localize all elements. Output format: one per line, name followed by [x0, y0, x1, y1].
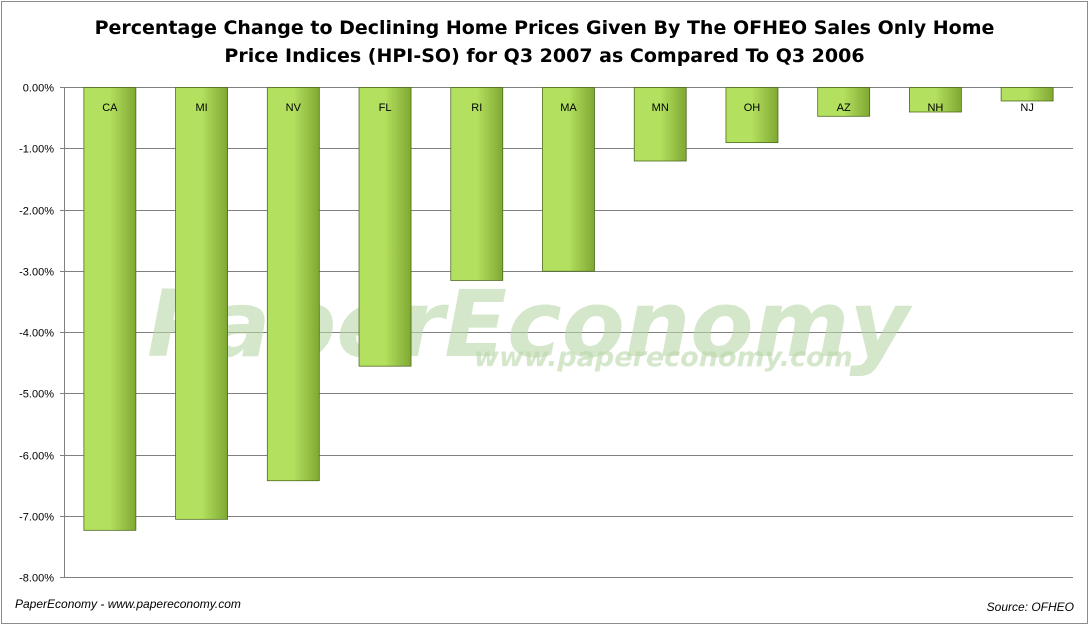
- bar-fl: [358, 87, 412, 367]
- bar-ri: [450, 87, 504, 281]
- bar-az: [817, 87, 871, 117]
- footer-attribution: PaperEconomy - www.papereconomy.com: [15, 597, 241, 611]
- category-label: MA: [560, 102, 577, 114]
- y-axis-ticks: 0.00% -1.00% -2.00% -3.00% -4.00% -5.00% -6.00…: [19, 83, 64, 585]
- category-label: RI: [471, 102, 482, 114]
- bar-ca: [83, 87, 137, 531]
- footer-source: Source: OFHEO: [986, 600, 1074, 614]
- chart-title-line-2: Price Indices (HPI-SO) for Q3 2007 as Co…: [224, 45, 865, 67]
- watermark: PaperEconomy www.papereconomy.com: [147, 271, 913, 378]
- y-tick-label: -4.00%: [19, 328, 54, 340]
- category-label: NV: [286, 102, 302, 114]
- category-label: NH: [927, 102, 943, 114]
- y-tick-label: -1.00%: [19, 144, 54, 156]
- bar-nh: [909, 87, 962, 113]
- bars: CA MI NV FL RI MA MN OH AZ NH NJ: [83, 87, 1054, 531]
- category-label: MI: [195, 102, 207, 114]
- chart-title-line-1: Percentage Change to Declining Home Pric…: [94, 17, 995, 39]
- bar-ma: [542, 87, 595, 272]
- y-tick-label: -6.00%: [19, 451, 54, 463]
- category-label: AZ: [837, 102, 851, 114]
- category-label: NJ: [1020, 102, 1033, 114]
- category-label: CA: [102, 102, 118, 114]
- bar-nv: [266, 87, 320, 482]
- bar-nj: [1000, 87, 1054, 102]
- category-label: MN: [652, 102, 669, 114]
- y-tick-label: -5.00%: [19, 389, 54, 401]
- y-tick-label: -3.00%: [19, 267, 54, 279]
- bar-oh: [725, 87, 779, 144]
- y-tick-label: -2.00%: [19, 206, 54, 218]
- y-tick-label: -7.00%: [19, 512, 54, 524]
- bar-mi: [175, 87, 228, 520]
- y-tick-label: -8.00%: [19, 573, 54, 585]
- chart-title: Percentage Change to Declining Home Pric…: [0, 14, 1089, 70]
- category-label: OH: [744, 102, 761, 114]
- watermark-url: www.papereconomy.com: [474, 342, 853, 373]
- y-tick-label: 0.00%: [23, 83, 54, 95]
- bar-mn: [633, 87, 687, 162]
- category-label: FL: [379, 102, 392, 114]
